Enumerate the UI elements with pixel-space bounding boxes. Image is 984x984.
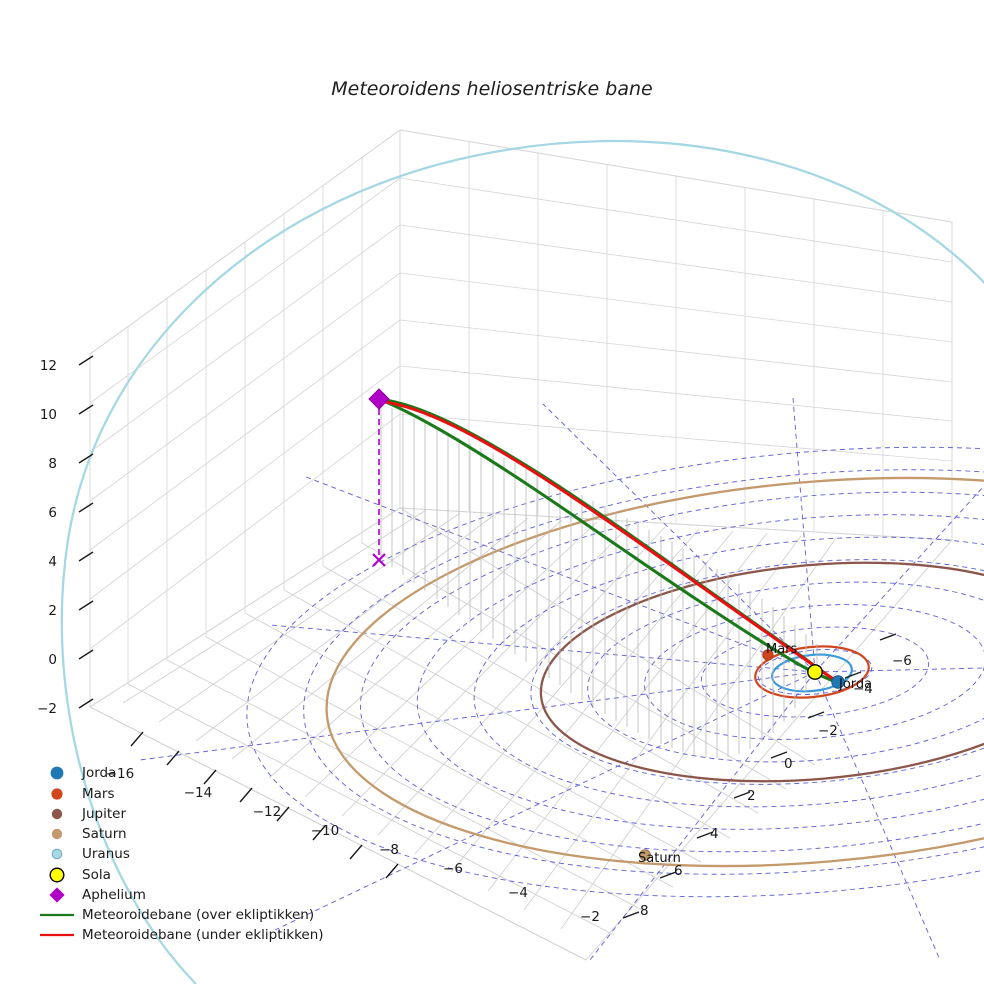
x-tick-label: −12 [253, 804, 282, 820]
y-tick-label: 8 [640, 903, 649, 919]
legend-label-jupiter: Jupiter [81, 806, 126, 822]
aphelion-marker [368, 388, 390, 410]
legend-label-aphelium: Aphelium [82, 887, 146, 903]
saturn-marker [639, 849, 651, 861]
page-title: Meteoroidens heliosentriske bane [331, 78, 652, 100]
mars-marker [762, 649, 774, 661]
legend-marker-aphelium [49, 887, 65, 903]
z-tick-label: 12 [40, 358, 57, 374]
y-tick-label: 0 [784, 756, 793, 772]
orbit-jupiter [539, 561, 984, 783]
z-tick-label: −2 [37, 701, 57, 717]
legend: Jorda Mars Jupiter Saturn Uranus Sola Ap… [40, 765, 324, 943]
legend-label-mars: Mars [82, 786, 115, 802]
z-tick-label: 8 [48, 456, 57, 472]
orbit-mars [754, 645, 870, 699]
legend-marker-mars [51, 788, 63, 800]
x-tick-label: −6 [443, 861, 463, 877]
legend-label-uranus: Uranus [82, 846, 130, 862]
legend-label-over-ekliptikken: Meteoroidebane (over ekliptikken) [82, 907, 314, 923]
orbit-saturn [325, 476, 984, 868]
y-tick-label: −6 [892, 653, 912, 669]
x-axis-tick-labels: −16 −14 −12 −10 −8 −6 −4 −2 [106, 766, 600, 925]
label-mars: Mars [766, 642, 798, 657]
y-tick-label: −2 [818, 723, 838, 739]
legend-label-saturn: Saturn [82, 826, 127, 842]
grid-left-wall [89, 129, 401, 708]
legend-marker-sola [49, 867, 65, 883]
x-tick-label: −10 [311, 823, 340, 839]
x-axis-ticks [130, 731, 399, 879]
x-tick-label: −4 [508, 885, 528, 901]
z-tick-label: 0 [48, 652, 57, 668]
legend-label-under-ekliptikken: Meteoroidebane (under ekliptikken) [82, 927, 324, 943]
y-axis-tick-labels: −6 −4 −2 0 2 4 6 8 [640, 653, 912, 919]
orbit-stem-lines [380, 403, 818, 758]
orbit-uranus [60, 139, 984, 984]
grid-right-wall [399, 129, 953, 541]
z-tick-label: 4 [48, 554, 57, 570]
legend-marker-jupiter [51, 808, 63, 820]
x-tick-label: −14 [184, 785, 213, 801]
legend-label-jorda: Jorda [81, 765, 116, 781]
y-axis-ticks [622, 633, 897, 919]
legend-marker-jorda [50, 766, 64, 780]
y-tick-label: −4 [853, 681, 873, 697]
y-tick-label: 2 [747, 788, 756, 804]
body-markers [368, 388, 845, 861]
jorda-marker [831, 675, 845, 689]
sola-marker [807, 664, 823, 680]
y-tick-label: 4 [710, 826, 719, 842]
x-tick-label: −16 [106, 766, 135, 782]
x-tick-label: −8 [379, 842, 399, 858]
orbit-jorda [771, 653, 853, 693]
z-tick-label: 6 [48, 505, 57, 521]
label-saturn: Saturn [638, 851, 681, 866]
z-tick-label: 10 [40, 407, 57, 423]
x-tick-label: −2 [580, 909, 600, 925]
z-axis-ticks [78, 355, 94, 709]
legend-marker-uranus [51, 848, 63, 860]
y-tick-label: 6 [674, 863, 683, 879]
z-axis-tick-labels: 12 10 8 6 4 2 0 −2 [37, 358, 57, 717]
aphelion-projection-marker [372, 553, 386, 567]
ecliptic-polar-grid [139, 397, 984, 961]
z-tick-label: 2 [48, 603, 57, 619]
legend-label-sola: Sola [82, 867, 111, 883]
label-jorda: Jorda [838, 677, 872, 692]
legend-marker-saturn [51, 828, 63, 840]
axes-3d-panes [89, 129, 953, 961]
